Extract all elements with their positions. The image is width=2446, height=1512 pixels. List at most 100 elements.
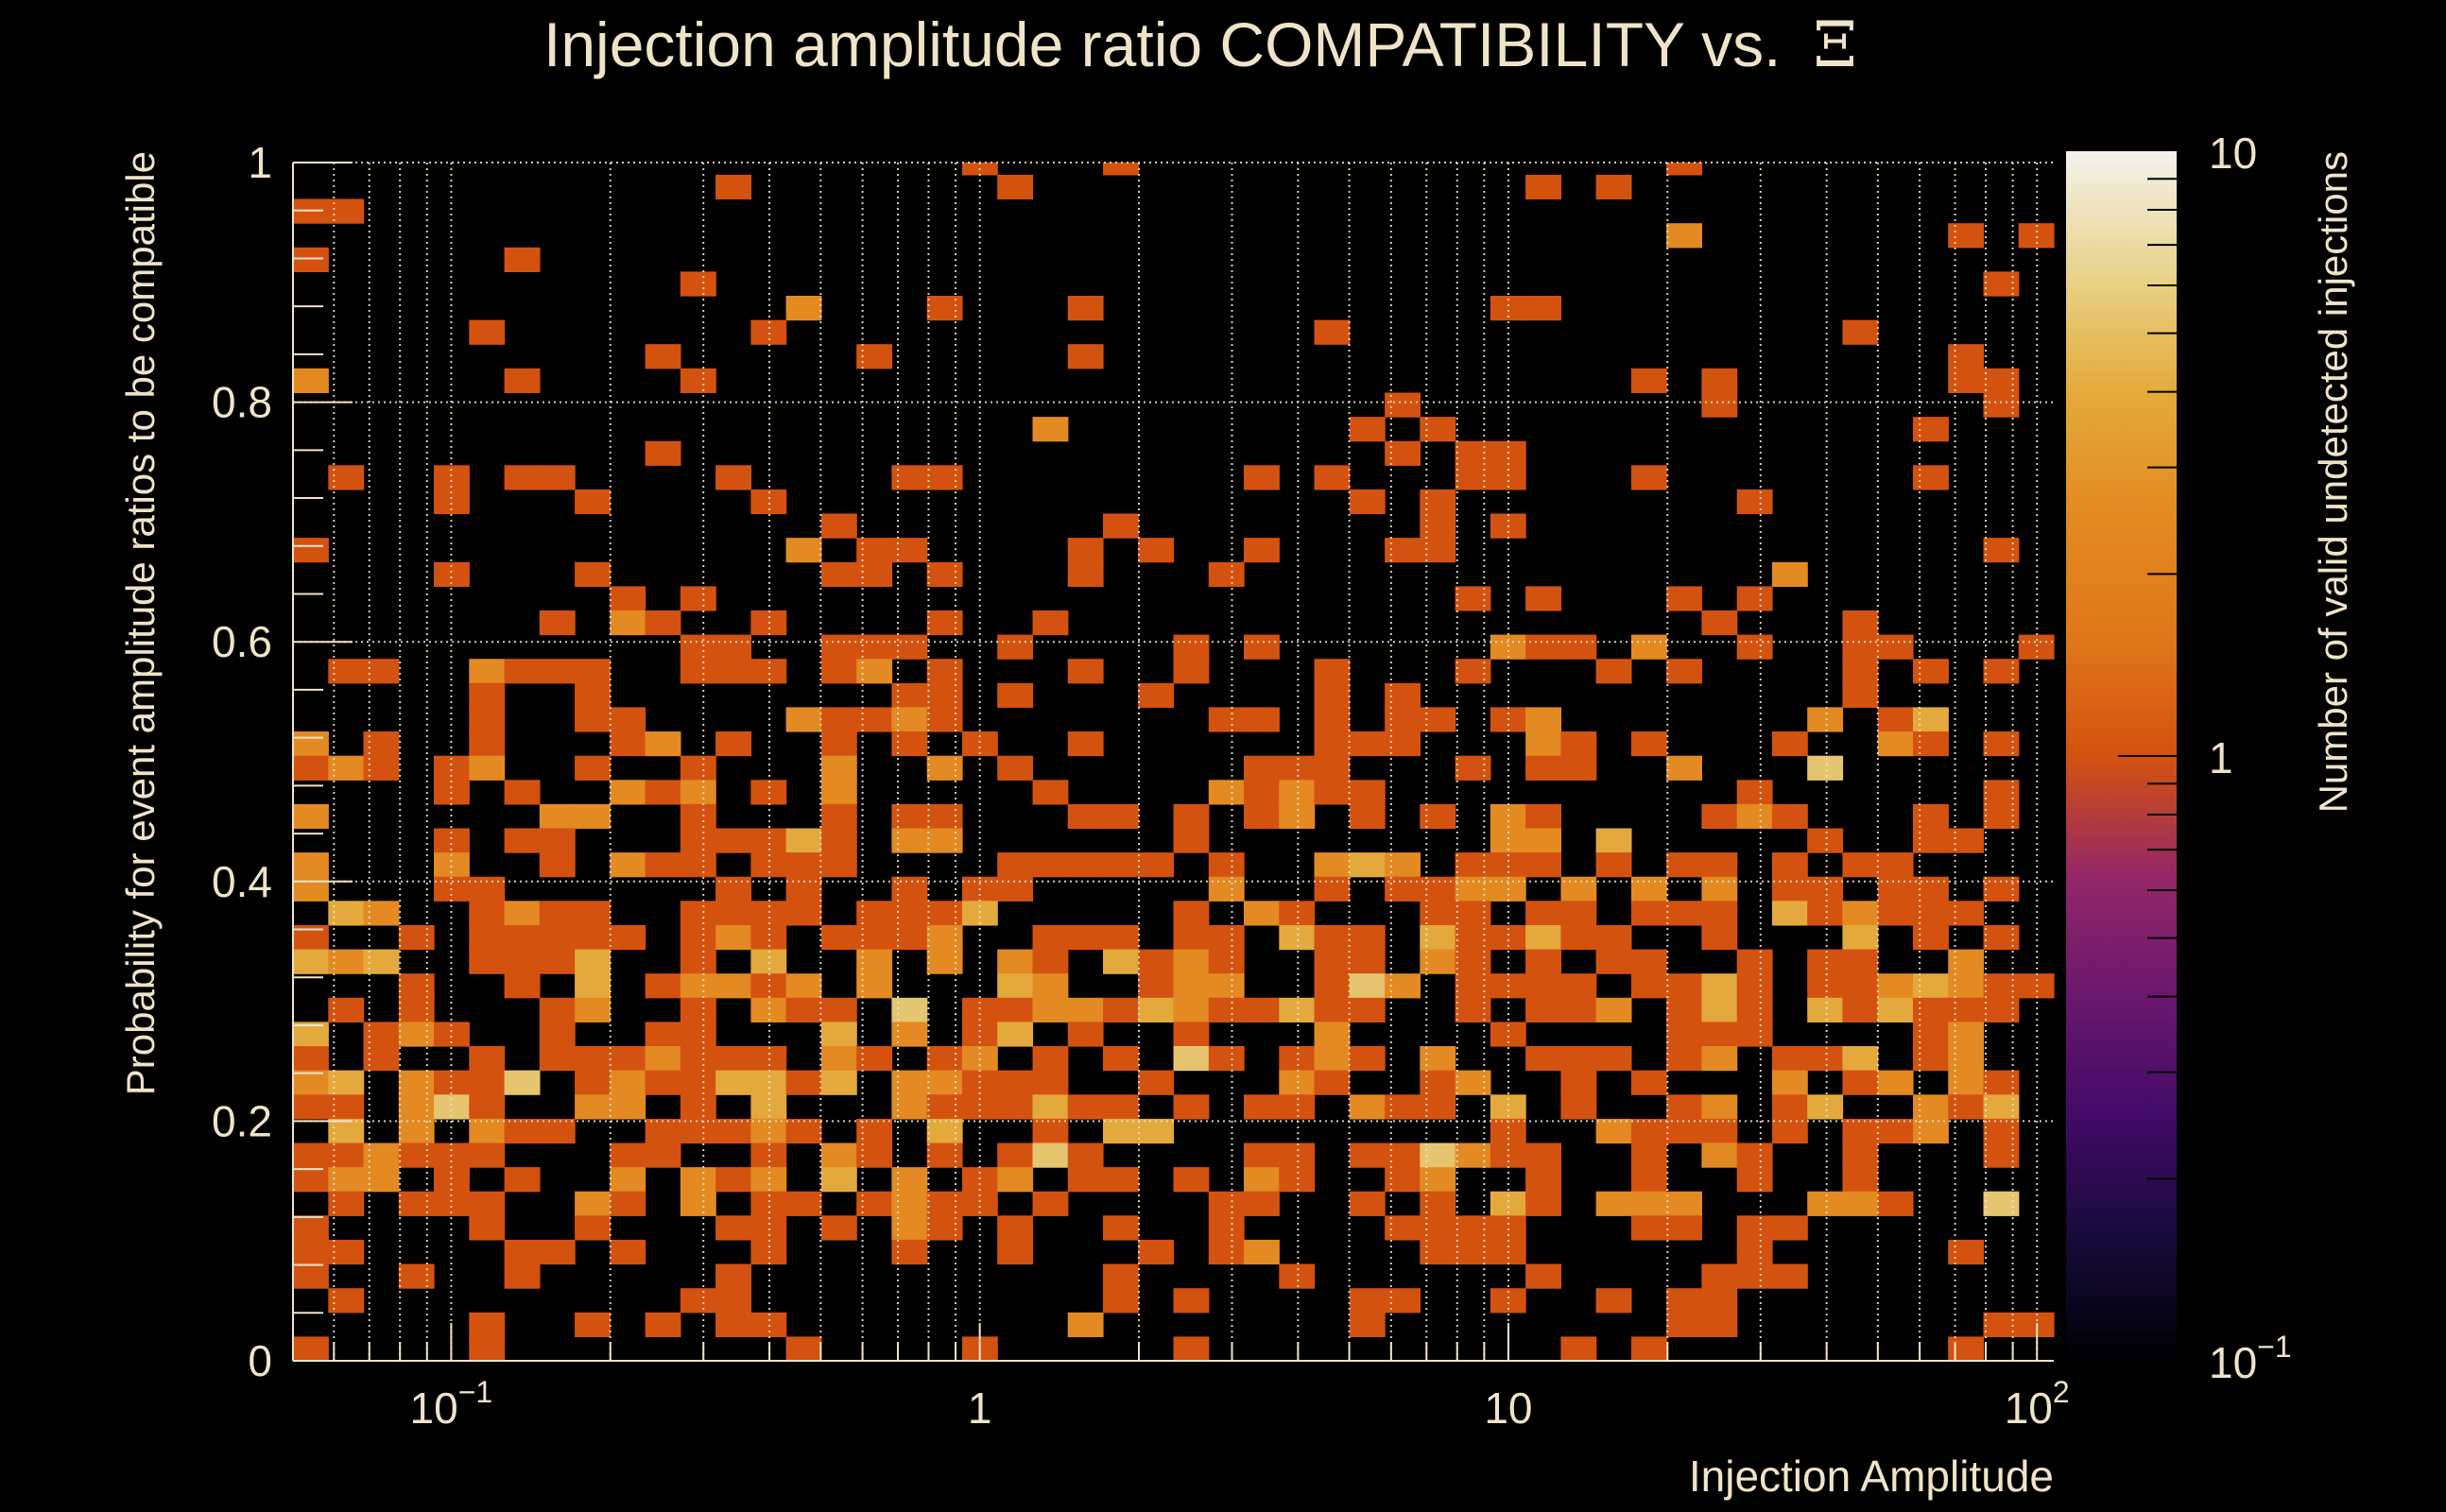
heatmap-cell bbox=[1173, 1046, 1210, 1072]
heatmap-cell bbox=[1208, 1191, 1245, 1216]
heatmap-cell bbox=[504, 949, 541, 974]
heatmap-cell bbox=[1630, 876, 1667, 902]
heatmap-cell bbox=[1067, 1167, 1104, 1193]
heatmap-cell bbox=[1560, 1070, 1597, 1095]
heatmap-cell bbox=[539, 610, 576, 636]
heatmap-cell bbox=[1701, 1288, 1738, 1314]
heatmap-cell bbox=[539, 949, 576, 974]
heatmap-cell bbox=[1032, 1046, 1069, 1072]
heatmap-cell bbox=[1244, 780, 1280, 805]
heatmap-cell bbox=[2018, 634, 2055, 660]
heatmap-cell bbox=[504, 659, 541, 684]
heatmap-cell bbox=[1525, 755, 1561, 781]
heatmap-cell bbox=[997, 876, 1034, 902]
heatmap-cell bbox=[1525, 707, 1561, 732]
heatmap-cell bbox=[1032, 417, 1069, 442]
heatmap-cell bbox=[1173, 659, 1210, 684]
heatmap-cell bbox=[680, 1118, 716, 1144]
title-xi-symbol: Ξ bbox=[1814, 9, 1857, 81]
heatmap-cell bbox=[680, 634, 716, 660]
heatmap-cell bbox=[926, 949, 963, 974]
heatmap-cell bbox=[997, 682, 1034, 708]
heatmap-cell bbox=[820, 1070, 857, 1095]
heatmap-cell bbox=[293, 949, 329, 974]
heatmap-cell bbox=[1842, 1143, 1879, 1168]
heatmap-cell bbox=[1314, 949, 1351, 974]
heatmap-cell bbox=[750, 852, 787, 878]
heatmap-cell bbox=[1736, 634, 1773, 660]
heatmap-cell bbox=[1595, 1191, 1632, 1216]
heatmap-cell bbox=[469, 876, 506, 902]
heatmap-cell bbox=[1103, 925, 1139, 951]
heatmap-cell bbox=[1455, 876, 1491, 902]
heatmap-cell bbox=[1983, 538, 2020, 563]
heatmap-cell bbox=[1138, 997, 1175, 1022]
heatmap-cell bbox=[1842, 634, 1879, 660]
heatmap-cell bbox=[1736, 1143, 1773, 1168]
heatmap-cell bbox=[680, 1191, 716, 1216]
heatmap-cell bbox=[610, 707, 646, 732]
heatmap-cell bbox=[1913, 828, 1949, 853]
heatmap-cell bbox=[1208, 1239, 1245, 1265]
heatmap-cell bbox=[997, 634, 1034, 660]
heatmap-cell bbox=[398, 1143, 435, 1168]
heatmap-cell bbox=[1666, 997, 1702, 1022]
heatmap-cell bbox=[1560, 755, 1597, 781]
heatmap-cell bbox=[1983, 1143, 2020, 1168]
heatmap-cell bbox=[1314, 973, 1351, 999]
heatmap-cell bbox=[293, 1046, 329, 1072]
heatmap-cell bbox=[610, 852, 646, 878]
heatmap-cell bbox=[645, 610, 681, 636]
heatmap-cell bbox=[1983, 731, 2020, 757]
heatmap-cell bbox=[1208, 949, 1245, 974]
heatmap-cell bbox=[1385, 1215, 1421, 1241]
heatmap-cell bbox=[1138, 1070, 1175, 1095]
heatmap-cell bbox=[1771, 1046, 1808, 1072]
x-tick-label: 1 bbox=[968, 1383, 992, 1433]
heatmap-cell bbox=[1103, 1118, 1139, 1144]
heatmap-cell bbox=[1877, 1191, 1914, 1216]
heatmap-cell bbox=[820, 634, 857, 660]
heatmap-cell bbox=[820, 1167, 857, 1193]
heatmap-cell bbox=[1279, 1046, 1316, 1072]
heatmap-cell bbox=[785, 707, 822, 732]
heatmap-cell bbox=[1314, 755, 1351, 781]
heatmap-cell bbox=[1455, 901, 1491, 926]
colorbar-tick-label: 10 bbox=[2209, 129, 2257, 178]
heatmap-cell bbox=[1385, 852, 1421, 878]
heatmap-cell bbox=[293, 1336, 329, 1362]
heatmap-cell bbox=[1736, 1022, 1773, 1047]
heatmap-cell bbox=[1983, 368, 2020, 393]
heatmap-cell bbox=[469, 925, 506, 951]
heatmap-cell bbox=[1420, 1191, 1456, 1216]
heatmap-cell bbox=[926, 803, 963, 830]
heatmap-cell bbox=[1842, 610, 1879, 636]
heatmap-cell bbox=[1385, 707, 1421, 732]
heatmap-cell bbox=[1983, 392, 2020, 418]
heatmap-cell bbox=[1983, 973, 2020, 999]
heatmap-cell bbox=[1420, 901, 1456, 926]
heatmap-cell bbox=[1349, 852, 1386, 878]
heatmap-cell bbox=[1455, 1215, 1491, 1241]
heatmap-cell bbox=[926, 296, 963, 321]
heatmap-cell bbox=[820, 852, 857, 878]
heatmap-cell bbox=[1842, 1191, 1879, 1216]
heatmap-cell bbox=[1560, 1094, 1597, 1120]
heatmap-cell bbox=[820, 803, 857, 830]
heatmap-cell bbox=[1630, 368, 1667, 393]
heatmap-cell bbox=[1842, 682, 1879, 708]
heatmap-cell bbox=[539, 925, 576, 951]
heatmap-cell bbox=[926, 755, 963, 781]
heatmap-cell bbox=[645, 344, 681, 369]
heatmap-cell bbox=[1771, 1215, 1808, 1241]
heatmap-cell bbox=[1349, 925, 1386, 951]
heatmap-cell bbox=[1630, 465, 1667, 490]
heatmap-cell bbox=[1314, 707, 1351, 732]
heatmap-cell bbox=[1771, 731, 1808, 757]
heatmap-cell bbox=[1842, 997, 1879, 1022]
heatmap-cell bbox=[575, 1191, 611, 1216]
heatmap-cell bbox=[750, 949, 787, 974]
heatmap-cell bbox=[398, 1070, 435, 1095]
heatmap-cell bbox=[785, 1191, 822, 1216]
heatmap-cell bbox=[328, 1167, 365, 1193]
